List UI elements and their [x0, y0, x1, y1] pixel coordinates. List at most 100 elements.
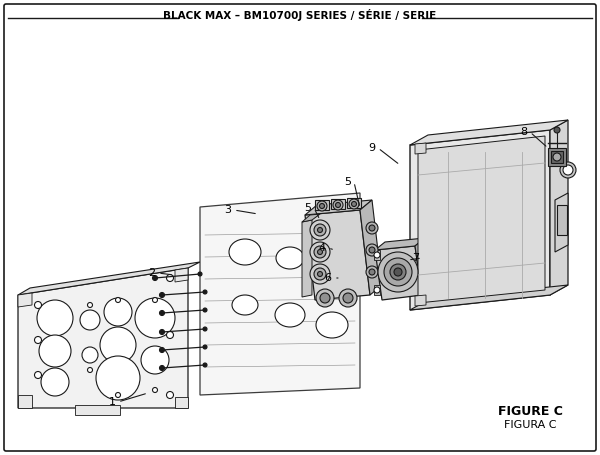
Circle shape — [160, 348, 164, 353]
Circle shape — [203, 363, 207, 367]
Bar — [548, 148, 566, 166]
Circle shape — [35, 337, 41, 344]
Polygon shape — [415, 238, 432, 295]
Circle shape — [39, 335, 71, 367]
Circle shape — [366, 244, 378, 256]
Circle shape — [343, 293, 353, 303]
Circle shape — [167, 274, 173, 282]
Text: 6: 6 — [325, 273, 331, 283]
Circle shape — [203, 327, 207, 331]
Polygon shape — [75, 405, 120, 415]
Circle shape — [88, 368, 92, 373]
Ellipse shape — [229, 239, 261, 265]
Text: FIGURA C: FIGURA C — [504, 420, 556, 430]
Text: 8: 8 — [520, 127, 527, 137]
Circle shape — [390, 264, 406, 280]
Circle shape — [160, 310, 164, 315]
Text: 5: 5 — [344, 177, 352, 187]
Circle shape — [203, 290, 207, 294]
Circle shape — [316, 289, 334, 307]
Polygon shape — [410, 120, 568, 145]
Circle shape — [314, 268, 326, 280]
Circle shape — [100, 327, 136, 363]
Polygon shape — [375, 246, 422, 300]
Polygon shape — [18, 293, 32, 307]
Bar — [315, 200, 329, 210]
Circle shape — [37, 300, 73, 336]
Circle shape — [560, 162, 576, 178]
Ellipse shape — [316, 312, 348, 338]
Ellipse shape — [232, 295, 258, 315]
Polygon shape — [200, 193, 360, 395]
Polygon shape — [375, 238, 425, 250]
Circle shape — [384, 258, 412, 286]
Text: 4: 4 — [319, 243, 326, 253]
Polygon shape — [555, 193, 568, 252]
Circle shape — [96, 356, 140, 400]
Polygon shape — [415, 143, 426, 154]
Circle shape — [314, 224, 326, 236]
Bar — [347, 198, 361, 208]
Text: FIGURE C: FIGURE C — [497, 405, 562, 418]
Polygon shape — [175, 268, 188, 282]
Polygon shape — [18, 395, 32, 408]
Circle shape — [141, 346, 169, 374]
Circle shape — [152, 275, 157, 280]
Circle shape — [317, 201, 327, 211]
Circle shape — [369, 247, 375, 253]
Circle shape — [352, 202, 356, 207]
Polygon shape — [374, 250, 380, 260]
Text: BLACK MAX – BM10700J SERIES / SÉRIE / SERIE: BLACK MAX – BM10700J SERIES / SÉRIE / SE… — [163, 9, 437, 21]
Circle shape — [167, 332, 173, 339]
Circle shape — [553, 153, 561, 161]
Circle shape — [82, 347, 98, 363]
Polygon shape — [305, 210, 370, 300]
Circle shape — [366, 222, 378, 234]
Circle shape — [152, 388, 157, 393]
Text: 5: 5 — [305, 203, 311, 213]
Circle shape — [369, 269, 375, 275]
Polygon shape — [175, 397, 188, 408]
Text: 7: 7 — [412, 253, 419, 263]
Circle shape — [317, 228, 323, 233]
Text: 2: 2 — [148, 268, 155, 278]
Circle shape — [80, 310, 100, 330]
Circle shape — [35, 371, 41, 379]
Polygon shape — [418, 136, 545, 303]
Circle shape — [135, 298, 175, 338]
Circle shape — [310, 242, 330, 262]
Circle shape — [160, 365, 164, 370]
Circle shape — [310, 220, 330, 240]
Text: 1: 1 — [109, 397, 115, 407]
Circle shape — [160, 329, 164, 334]
Circle shape — [314, 246, 326, 258]
Ellipse shape — [319, 255, 345, 275]
Polygon shape — [305, 200, 372, 215]
Polygon shape — [302, 214, 320, 222]
Circle shape — [563, 165, 573, 175]
Circle shape — [41, 368, 69, 396]
Circle shape — [104, 298, 132, 326]
Circle shape — [335, 202, 341, 207]
Circle shape — [160, 293, 164, 298]
Polygon shape — [18, 268, 188, 408]
Bar — [557, 205, 567, 235]
Circle shape — [317, 272, 323, 277]
Text: 9: 9 — [368, 143, 376, 153]
Ellipse shape — [276, 247, 304, 269]
Circle shape — [203, 308, 207, 312]
Circle shape — [366, 266, 378, 278]
Circle shape — [333, 200, 343, 210]
Polygon shape — [302, 220, 312, 297]
Circle shape — [317, 249, 323, 254]
Circle shape — [378, 252, 418, 292]
Circle shape — [394, 268, 402, 276]
Bar — [331, 199, 345, 209]
Polygon shape — [550, 120, 568, 295]
Polygon shape — [410, 285, 568, 310]
Circle shape — [88, 303, 92, 308]
Circle shape — [152, 298, 157, 303]
Circle shape — [374, 252, 380, 258]
Text: 3: 3 — [224, 205, 232, 215]
Circle shape — [310, 264, 330, 284]
